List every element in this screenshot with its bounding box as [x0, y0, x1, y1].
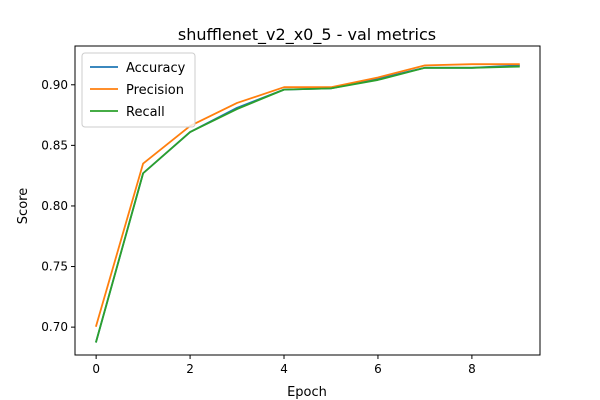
x-axis-label: Epoch	[287, 385, 327, 400]
legend-label-accuracy: Accuracy	[126, 61, 186, 76]
y-tick-label: 0.80	[41, 199, 68, 213]
y-axis: 0.70 0.75 0.80 0.85 0.90	[41, 78, 75, 334]
x-axis: 0 2 4 6 8	[92, 355, 476, 376]
legend: Accuracy Precision Recall	[81, 52, 196, 128]
x-tick-label: 8	[468, 362, 476, 376]
series-layer	[95, 63, 520, 343]
y-tick-label: 0.90	[41, 78, 68, 92]
y-tick-label: 0.70	[41, 320, 68, 334]
y-tick-label: 0.75	[41, 260, 68, 274]
y-axis-label: Score	[16, 188, 31, 224]
chart-title: shufflenet_v2_x0_5 - val metrics	[178, 25, 436, 45]
y-tick-label: 0.85	[41, 138, 68, 152]
plot-frame	[74, 45, 541, 356]
legend-label-precision: Precision	[126, 83, 184, 98]
legend-box	[81, 52, 196, 128]
plot-area	[74, 45, 541, 356]
x-tick-label: 0	[92, 362, 100, 376]
series-line-precision	[95, 63, 520, 328]
x-tick-label: 6	[374, 362, 382, 376]
x-tick-label: 4	[280, 362, 288, 376]
legend-label-recall: Recall	[126, 105, 165, 120]
x-tick-label: 2	[186, 362, 194, 376]
series-line-recall	[95, 65, 520, 343]
